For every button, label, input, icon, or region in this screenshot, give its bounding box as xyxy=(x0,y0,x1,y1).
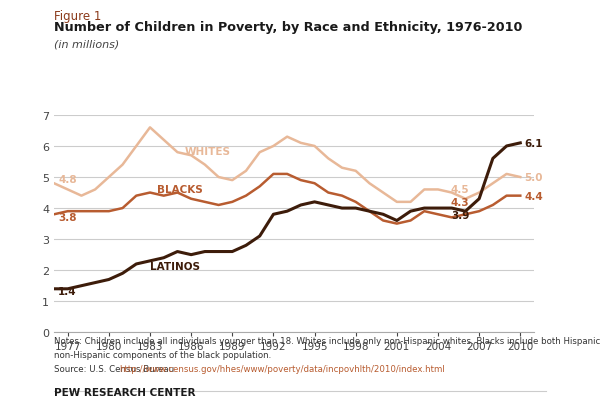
Text: 3.9: 3.9 xyxy=(451,210,470,221)
Text: BLACKS: BLACKS xyxy=(157,184,203,195)
Text: PEW RESEARCH CENTER: PEW RESEARCH CENTER xyxy=(54,387,196,397)
Text: Notes: Children include all individuals younger than 18. Whites include only non: Notes: Children include all individuals … xyxy=(54,337,600,346)
Text: 4.8: 4.8 xyxy=(58,175,77,185)
Text: Figure 1: Figure 1 xyxy=(54,10,101,23)
Text: non-Hispanic components of the black population.: non-Hispanic components of the black pop… xyxy=(54,350,271,359)
Text: Number of Children in Poverty, by Race and Ethnicity, 1976-2010: Number of Children in Poverty, by Race a… xyxy=(54,21,523,33)
Text: 4.5: 4.5 xyxy=(451,184,470,195)
Text: http://www.census.gov/hhes/www/poverty/data/incpovhlth/2010/index.html: http://www.census.gov/hhes/www/poverty/d… xyxy=(119,364,445,373)
Text: 3.8: 3.8 xyxy=(58,212,77,222)
Text: LATINOS: LATINOS xyxy=(150,261,200,271)
Text: (in millions): (in millions) xyxy=(54,39,119,49)
Text: Source: U.S. Census Bureau: Source: U.S. Census Bureau xyxy=(54,364,177,373)
Text: 4.4: 4.4 xyxy=(524,191,543,201)
Text: WHITES: WHITES xyxy=(184,146,230,156)
Text: 5.0: 5.0 xyxy=(524,173,543,183)
Text: 6.1: 6.1 xyxy=(524,138,543,149)
Text: 4.3: 4.3 xyxy=(451,198,470,208)
Text: 1.4: 1.4 xyxy=(58,287,77,297)
